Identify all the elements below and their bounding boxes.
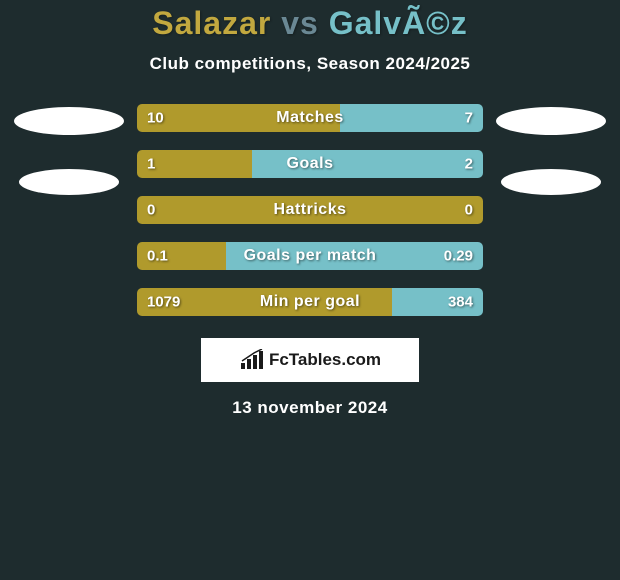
bar-label: Goals per match: [244, 247, 377, 265]
bar-right-value: 2: [465, 156, 473, 173]
logo-box[interactable]: FcTables.com: [201, 338, 419, 382]
bar-left-value: 0.1: [147, 248, 168, 265]
logo-text: FcTables.com: [269, 350, 381, 370]
chart-icon: [239, 349, 265, 371]
player1-name: Salazar: [152, 5, 271, 41]
bar-left-value: 1079: [147, 294, 180, 311]
bar-label: Matches: [276, 109, 344, 127]
bar-label: Goals: [287, 155, 334, 173]
bar-right-value: 0: [465, 202, 473, 219]
left-ellipse-2: [19, 169, 119, 195]
stat-bar: 0 0 Hattricks: [137, 196, 483, 224]
bar-label: Min per goal: [260, 293, 360, 311]
stats-area: 10 7 Matches 1 2 Goals 0 0 Hattricks 0.1 0.29 Goals…: [0, 104, 620, 316]
bar-label: Hattricks: [274, 201, 347, 219]
bar-left-value: 0: [147, 202, 155, 219]
left-ellipse-1: [14, 107, 124, 135]
bar-left-value: 10: [147, 110, 164, 127]
right-ellipse-1: [496, 107, 606, 135]
bar-right-value: 7: [465, 110, 473, 127]
stat-bar: 0.1 0.29 Goals per match: [137, 242, 483, 270]
stat-bar: 1 2 Goals: [137, 150, 483, 178]
bar-right-value: 384: [448, 294, 473, 311]
right-ellipse-2: [501, 169, 601, 195]
bar-right-fill: [340, 104, 483, 132]
bar-left-value: 1: [147, 156, 155, 173]
subtitle: Club competitions, Season 2024/2025: [0, 54, 620, 74]
stat-bar: 1079 384 Min per goal: [137, 288, 483, 316]
right-column: [491, 104, 611, 195]
container: Salazar vs GalvÃ©z Club competitions, Se…: [0, 0, 620, 580]
vs-text: vs: [281, 5, 319, 41]
bars-column: 10 7 Matches 1 2 Goals 0 0 Hattricks 0.1 0.29 Goals…: [137, 104, 483, 316]
left-column: [9, 104, 129, 195]
player2-name: GalvÃ©z: [329, 5, 468, 41]
bar-right-value: 0.29: [444, 248, 473, 265]
date-text: 13 november 2024: [0, 398, 620, 418]
stat-bar: 10 7 Matches: [137, 104, 483, 132]
page-title: Salazar vs GalvÃ©z: [0, 5, 620, 42]
